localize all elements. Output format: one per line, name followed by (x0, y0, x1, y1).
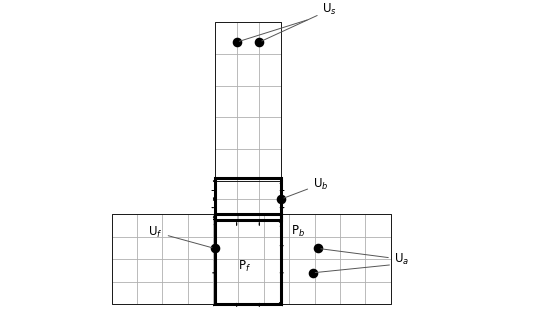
Text: U$_b$: U$_b$ (284, 177, 328, 198)
Bar (215, 214, 281, 304)
Bar (215, 22, 281, 181)
Text: U$_f$: U$_f$ (148, 225, 212, 248)
Point (308, 270, 317, 275)
Point (232, 39, 241, 45)
Text: U$_s$: U$_s$ (262, 2, 337, 41)
Text: P$_f$: P$_f$ (238, 259, 251, 274)
Point (314, 246, 323, 251)
Text: P$_b$: P$_b$ (291, 224, 305, 239)
Bar (112, 214, 391, 304)
Point (210, 246, 219, 251)
Point (277, 196, 286, 202)
Point (255, 39, 264, 45)
Text: U$_a$: U$_a$ (321, 249, 409, 267)
Bar (215, 178, 281, 221)
